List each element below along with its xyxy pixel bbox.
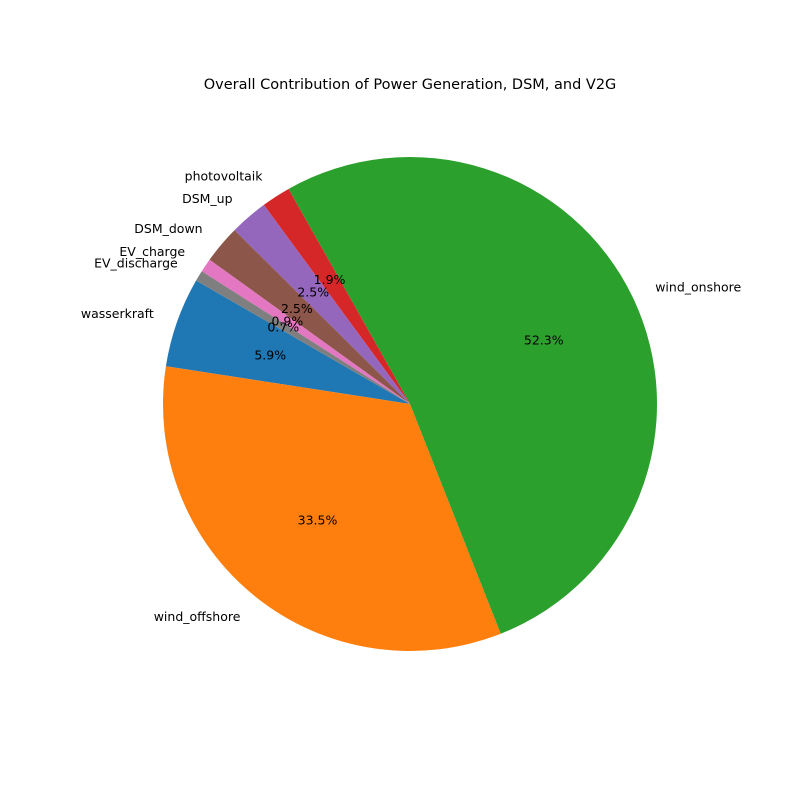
slice-label-ev-charge: EV_charge (119, 244, 185, 259)
slice-percent-ev-charge: 0.9% (271, 313, 303, 328)
pie-slice-ev-charge (201, 259, 410, 404)
slice-label-wasserkraft: wasserkraft (81, 306, 154, 321)
slice-label-wind-onshore: wind_onshore (655, 279, 741, 294)
slice-percent-ev-discharge: 0.7% (267, 320, 299, 335)
pie-labels: wasserkraft 5.9% wind_offshore 33.5% wind_on… (81, 168, 742, 623)
slice-percent-dsm-down: 2.5% (281, 301, 313, 316)
slice-percent-wind-onshore: 52.3% (524, 333, 564, 348)
slice-label-dsm-down: DSM_down (134, 221, 202, 236)
pie-slice-ev-discharge (196, 271, 410, 404)
slice-percent-wasserkraft: 5.9% (254, 347, 286, 362)
pie-slices (163, 156, 657, 651)
pie-slice-dsm-down (209, 230, 410, 404)
pie-slice-wind-offshore (163, 366, 501, 651)
chart-title: Overall Contribution of Power Generation… (204, 77, 617, 93)
slice-percent-photovoltaik: 1.9% (314, 272, 346, 287)
slice-label-ev-discharge: EV_discharge (94, 256, 178, 271)
slice-label-photovoltaik: photovoltaik (185, 168, 264, 183)
pie-slice-wasserkraft (165, 280, 410, 404)
pie-slice-wind-onshore (288, 156, 657, 634)
slice-label-wind-offshore: wind_offshore (154, 609, 241, 624)
pie-slice-photovoltaik (263, 188, 410, 404)
pie-slice-dsm-up (234, 204, 410, 404)
slice-percent-dsm-up: 2.5% (297, 284, 329, 299)
slice-percent-wind-offshore: 33.5% (298, 512, 338, 527)
slice-label-dsm-up: DSM_up (182, 191, 233, 206)
